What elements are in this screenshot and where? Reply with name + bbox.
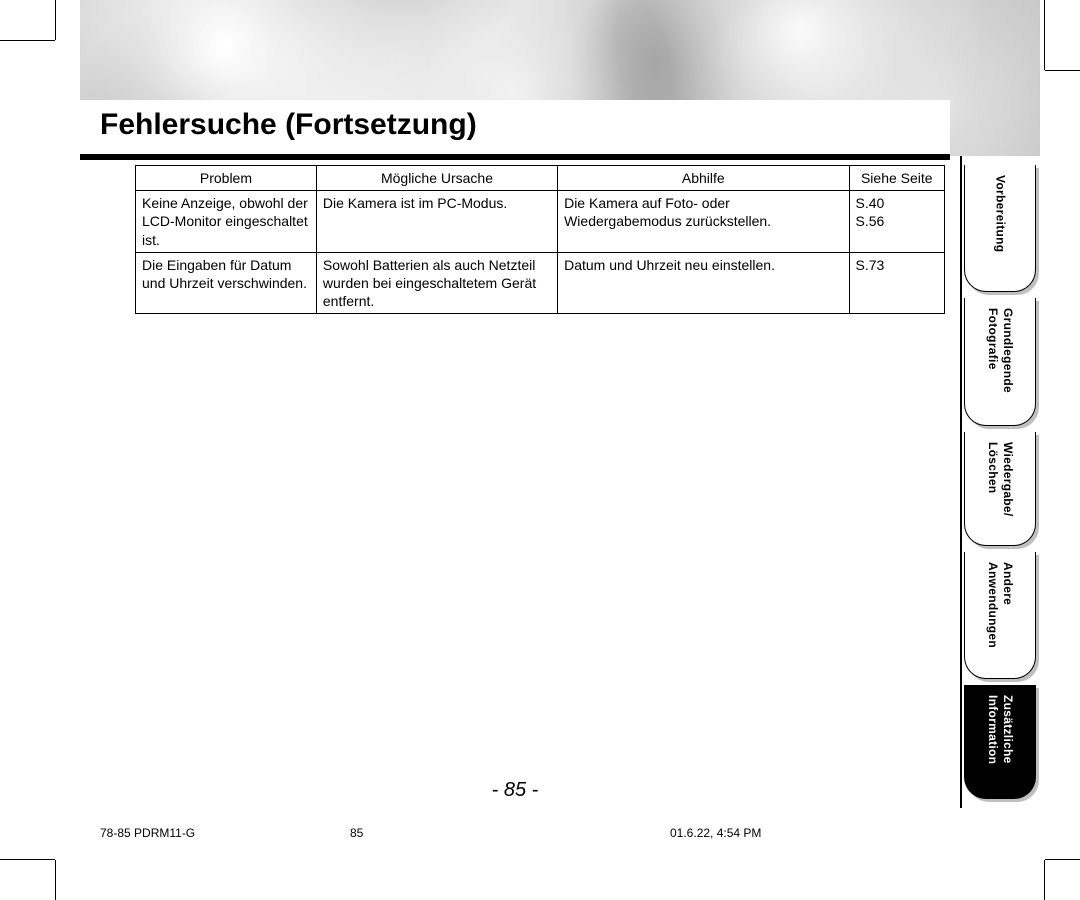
tab-label: ZusätzlicheInformation bbox=[985, 695, 1015, 764]
tab-label: Vorbereitung bbox=[993, 175, 1008, 252]
cell-page: S.40 S.56 bbox=[849, 191, 944, 253]
crop-mark bbox=[1044, 0, 1045, 70]
tab-fotografie[interactable]: GrundlegendeFotografie bbox=[964, 298, 1036, 425]
tab-label: AndereAnwendungen bbox=[985, 562, 1015, 648]
side-tabs: Vorbereitung GrundlegendeFotografie Wied… bbox=[962, 165, 1040, 805]
th-problem: Problem bbox=[136, 166, 317, 191]
footer: 78-85 PDRM11-G 85 01.6.22, 4:54 PM bbox=[100, 826, 940, 840]
tab-andere[interactable]: AndereAnwendungen bbox=[964, 552, 1036, 679]
crop-mark bbox=[1045, 70, 1080, 71]
page: Fehlersuche (Fortsetzung) Problem Möglic… bbox=[80, 0, 1040, 862]
troubleshoot-table: Problem Mögliche Ursache Abhilfe Siehe S… bbox=[135, 165, 945, 314]
table-row: Keine Anzeige, obwohl der LCD-Monitor ei… bbox=[136, 191, 945, 253]
crop-mark bbox=[0, 859, 55, 860]
cell-problem: Die Eingaben für Datum und Uhrzeit versc… bbox=[136, 252, 317, 314]
crop-mark bbox=[1045, 859, 1080, 860]
table-row: Die Eingaben für Datum und Uhrzeit versc… bbox=[136, 252, 945, 314]
page-title: Fehlersuche (Fortsetzung) bbox=[100, 108, 930, 142]
th-page: Siehe Seite bbox=[849, 166, 944, 191]
th-remedy: Abhilfe bbox=[558, 166, 849, 191]
tab-label: GrundlegendeFotografie bbox=[985, 308, 1015, 393]
page-title-box: Fehlersuche (Fortsetzung) bbox=[80, 100, 950, 160]
crop-mark bbox=[0, 40, 55, 41]
cell-remedy: Die Kamera auf Foto- oder Wiedergabemodu… bbox=[558, 191, 849, 253]
content-area: Problem Mögliche Ursache Abhilfe Siehe S… bbox=[135, 165, 945, 314]
crop-mark bbox=[55, 860, 56, 900]
cell-problem: Keine Anzeige, obwohl der LCD-Monitor ei… bbox=[136, 191, 317, 253]
th-cause: Mögliche Ursache bbox=[316, 166, 557, 191]
cell-cause: Die Kamera ist im PC-Modus. bbox=[316, 191, 557, 253]
tab-label: Wiedergabe/Löschen bbox=[985, 442, 1015, 517]
table-header-row: Problem Mögliche Ursache Abhilfe Siehe S… bbox=[136, 166, 945, 191]
crop-mark bbox=[55, 0, 56, 40]
tab-wiedergabe[interactable]: Wiedergabe/Löschen bbox=[964, 432, 1036, 546]
page-number: - 85 - bbox=[80, 779, 950, 802]
cell-cause: Sowohl Batterien als auch Netzteil wurde… bbox=[316, 252, 557, 314]
tab-information[interactable]: ZusätzlicheInformation bbox=[964, 685, 1036, 799]
cell-remedy: Datum und Uhrzeit neu einstellen. bbox=[558, 252, 849, 314]
tab-vorbereitung[interactable]: Vorbereitung bbox=[964, 165, 1036, 292]
cell-page: S.73 bbox=[849, 252, 944, 314]
footer-timestamp: 01.6.22, 4:54 PM bbox=[670, 826, 940, 840]
footer-doc-id: 78-85 PDRM11-G bbox=[100, 826, 350, 840]
footer-page-num: 85 bbox=[350, 826, 670, 840]
crop-mark bbox=[1044, 860, 1045, 900]
